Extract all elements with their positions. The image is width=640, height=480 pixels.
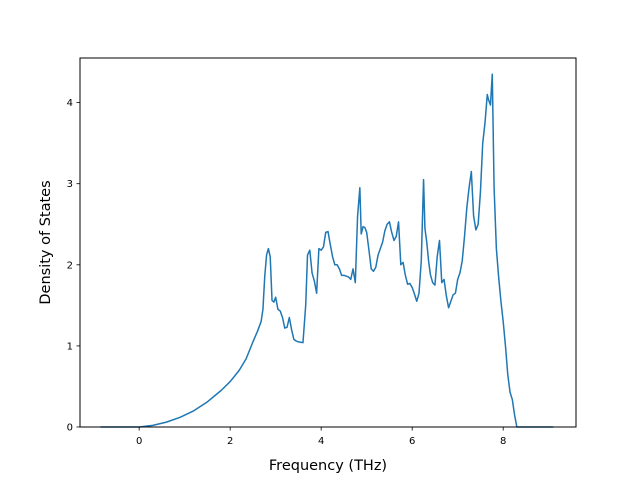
plot-area xyxy=(100,73,554,428)
x-tick-label: 0 xyxy=(136,436,142,447)
y-tick-label: 0 xyxy=(67,423,73,434)
y-axis-title: Density of States xyxy=(38,180,54,304)
x-tick-label: 2 xyxy=(227,436,233,447)
y-tick-label: 1 xyxy=(67,341,73,352)
y-tick-label: 2 xyxy=(67,260,73,271)
y-tick-label: 4 xyxy=(67,98,73,109)
plot-frame xyxy=(79,57,577,428)
x-axis-title: Frequency (THz) xyxy=(269,458,387,474)
x-tick-label: 4 xyxy=(318,436,324,447)
y-tick-label: 3 xyxy=(67,179,73,190)
x-axis: 0 2 4 6 8 xyxy=(136,427,506,447)
x-tick-label: 6 xyxy=(409,436,415,447)
y-axis: 0 1 2 3 4 xyxy=(67,98,80,434)
x-tick-label: 8 xyxy=(500,436,506,447)
dos-series-line-0 xyxy=(100,73,554,428)
